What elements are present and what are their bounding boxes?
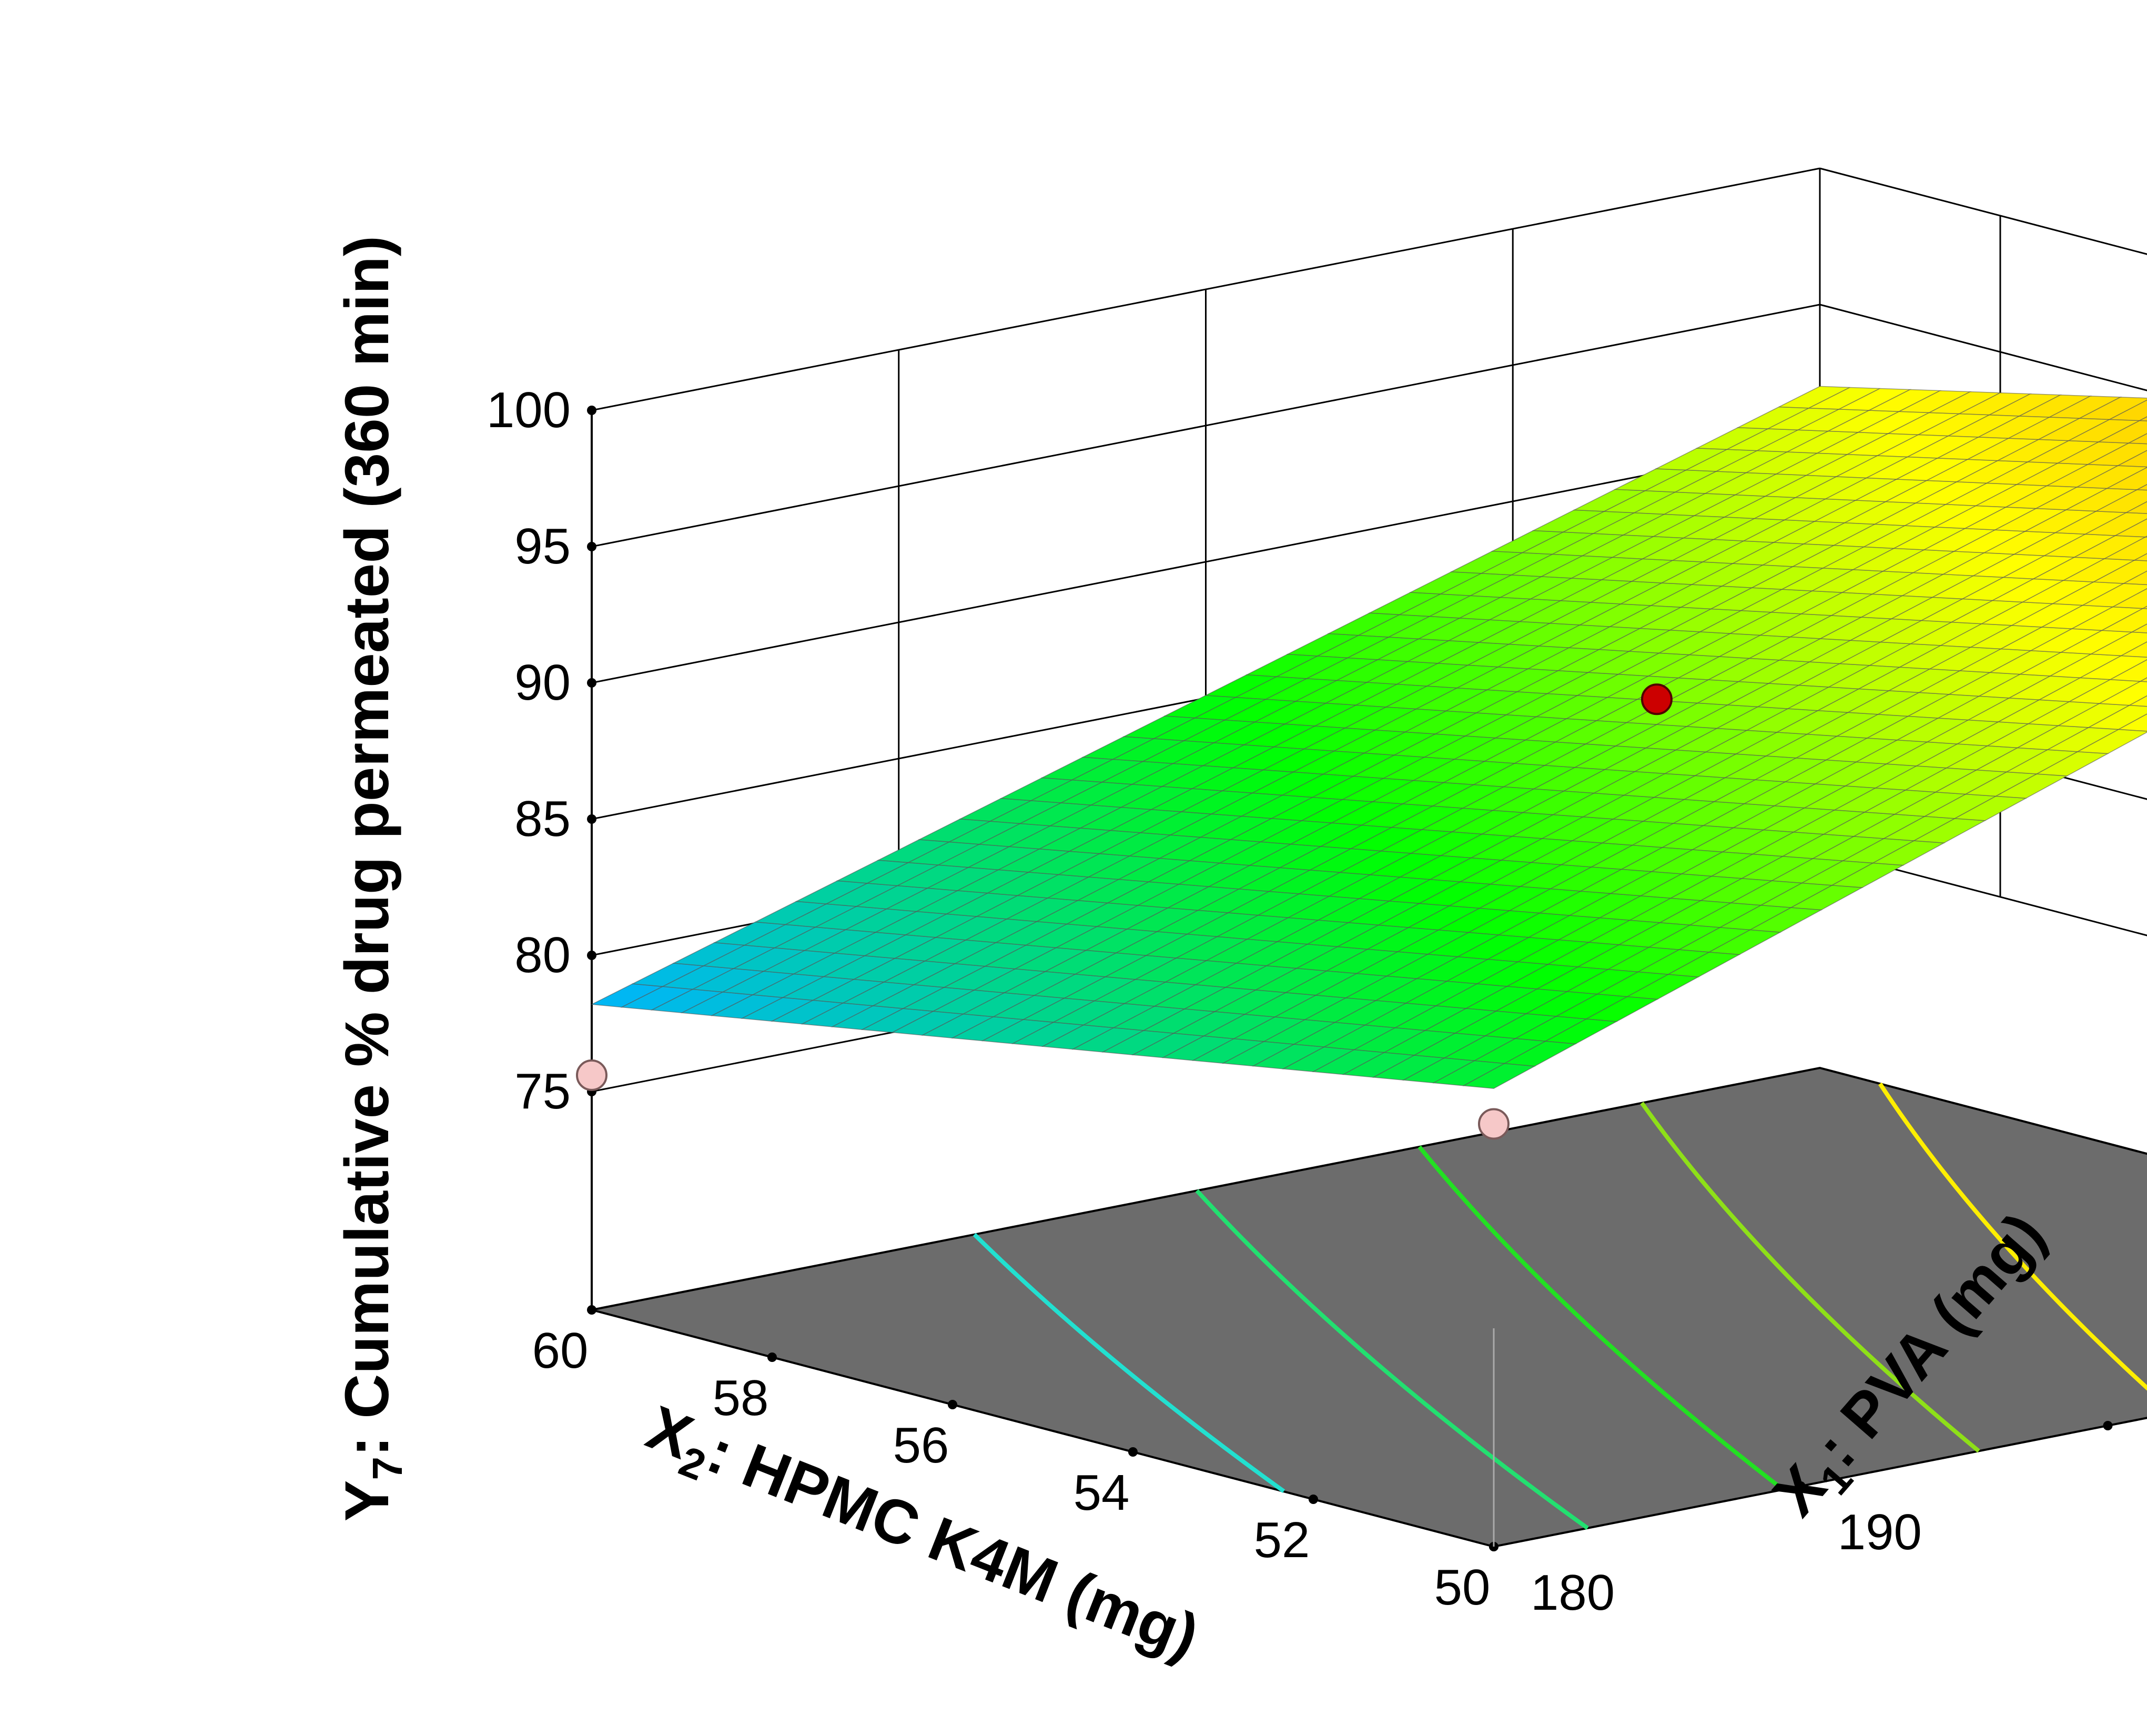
surface-cell — [2092, 560, 2147, 584]
x1-tick-label: 180 — [1531, 1565, 1615, 1621]
surface-cell — [2144, 536, 2147, 538]
surface-cell — [2090, 631, 2147, 657]
surface-cell — [2122, 570, 2147, 586]
surface-cell — [2139, 677, 2147, 682]
x2-tick-label: 50 — [1434, 1559, 1491, 1616]
x1-tick-mark — [1796, 1481, 1806, 1491]
surface-cell — [2075, 465, 2147, 489]
floor-plane — [587, 406, 2147, 1551]
design-point-above — [1641, 683, 1673, 715]
surface-cell — [2105, 467, 2147, 490]
surface-cell — [2120, 641, 2147, 658]
x2-tick-label: 54 — [1074, 1465, 1130, 1521]
side-wall-gridline — [1819, 304, 2147, 391]
surface-cell — [2094, 489, 2147, 513]
tick-labels: 7580859095100505254565860180190200210220 — [487, 382, 2147, 1621]
z-axis-title: Y7: Cumulative % drug permeated (360 min… — [332, 236, 411, 1521]
z-tick-label: 90 — [514, 654, 571, 711]
z-tick-label: 100 — [487, 382, 571, 438]
z-tick-label: 75 — [514, 1063, 571, 1119]
surface-cell — [2127, 433, 2147, 445]
surface-cell — [2133, 553, 2147, 561]
surface-cell — [2084, 512, 2147, 536]
x2-tick-label: 58 — [713, 1370, 769, 1426]
surface-cell — [2081, 583, 2147, 608]
surface-cell — [2109, 659, 2147, 682]
surface-cell — [2116, 450, 2147, 468]
surface-cell — [2138, 416, 2147, 421]
z-tick-label: 85 — [514, 791, 571, 847]
x2-tick-label: 56 — [893, 1417, 949, 1473]
z-tick-label: 95 — [514, 518, 571, 574]
x2-tick-mark — [767, 1353, 777, 1362]
surface-cell — [2135, 484, 2147, 491]
surface-cell — [2079, 655, 2147, 680]
design-points — [576, 683, 1673, 1140]
x1-tick-mark — [2103, 1421, 2113, 1430]
x1-tick-label: 190 — [1838, 1504, 1922, 1560]
design-point-below — [576, 1059, 607, 1091]
side-wall-gridline — [1819, 849, 2147, 936]
x2-tick-label: 52 — [1254, 1512, 1310, 1568]
x1-tick-label: 200 — [2145, 1444, 2147, 1500]
contour-line — [1878, 1082, 2147, 1391]
surface-cell — [2103, 537, 2147, 561]
surface-cell — [2130, 623, 2147, 633]
surface-cell — [2128, 695, 2147, 707]
surface-cell — [2108, 399, 2147, 421]
surface-cell — [2078, 397, 2147, 420]
surface-cell — [2124, 501, 2147, 514]
contour-line — [1417, 1145, 1785, 1491]
surface-cell — [2087, 704, 2147, 730]
floor-plane — [591, 1066, 2147, 1548]
surface-cell — [2141, 605, 2147, 609]
surface-cell — [2097, 420, 2147, 443]
contour-line — [1640, 1102, 1980, 1453]
surface-cell — [2098, 681, 2147, 706]
x2-tick-mark — [948, 1400, 957, 1409]
z-tick-label: 80 — [514, 927, 571, 983]
x2-tick-mark — [1128, 1447, 1138, 1457]
surface-cell — [2086, 442, 2147, 466]
surface-cell — [2100, 608, 2147, 633]
surface-cell — [2076, 729, 2147, 754]
x2-tick-label: 60 — [532, 1323, 589, 1379]
contour-line — [1195, 1189, 1589, 1530]
design-point-below — [1478, 1108, 1510, 1140]
surface-cell — [2117, 713, 2147, 732]
side-wall-gridline — [1819, 167, 2147, 255]
response-surface — [590, 386, 2147, 1089]
x2-tick-mark — [1309, 1495, 1318, 1504]
surface-cell — [2111, 588, 2147, 609]
contour-line — [973, 1233, 1285, 1493]
surface-cell — [2114, 518, 2147, 538]
